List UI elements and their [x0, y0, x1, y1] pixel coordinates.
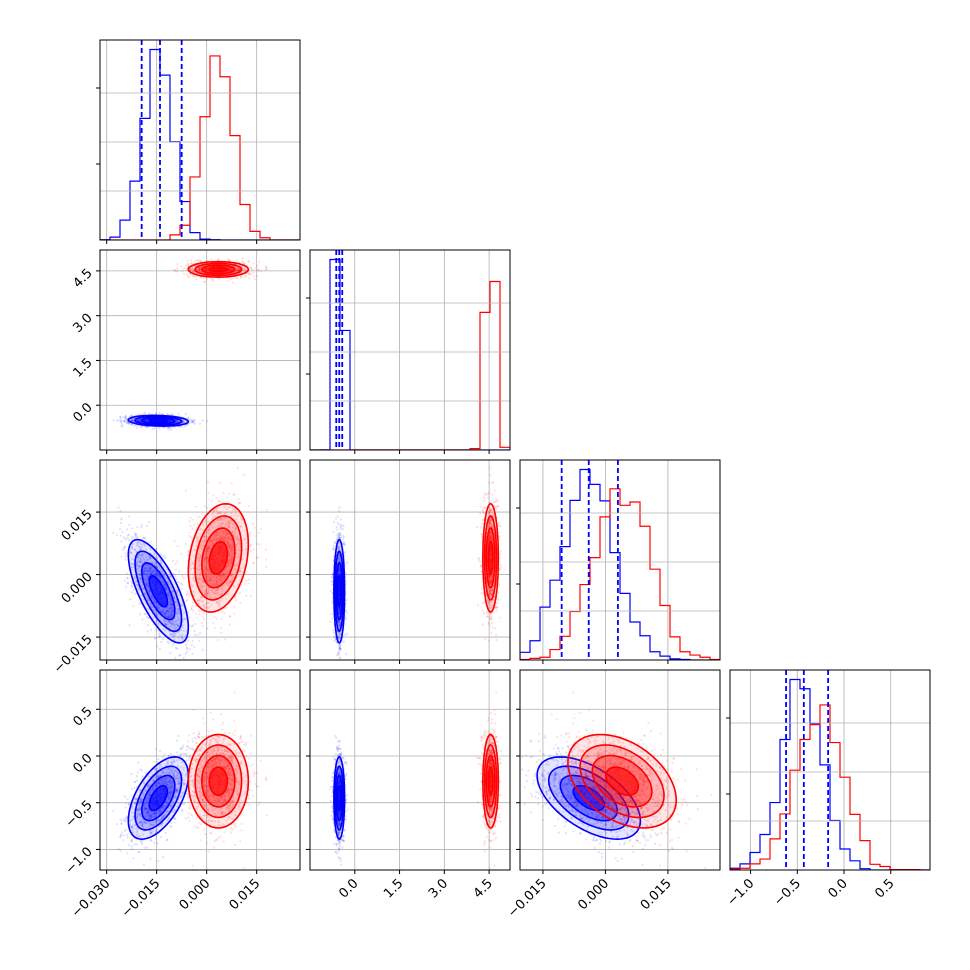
panel-frame [309, 459, 511, 661]
histogram-blue-1 [310, 258, 510, 450]
contour-blue [336, 784, 342, 812]
x-tick-label: 4.5 [471, 876, 496, 901]
contour-red [487, 540, 494, 576]
panel-3-1: 0.0 1.5 3.0 4.5 [306, 669, 511, 901]
y-tick-label: 4.5 [70, 266, 95, 291]
panel-frame [309, 249, 511, 451]
panel-1-0: 0.0 1.5 3.0 4.5 [70, 249, 301, 454]
x-tick-label: 0.0 [826, 876, 851, 901]
histogram-red-1 [310, 280, 510, 450]
y-tick-label: 0.0 [70, 400, 95, 425]
x-tick-label: 0.015 [227, 876, 264, 913]
x-tick-label: 0.000 [177, 876, 214, 913]
y-tick-label: −1.0 [63, 844, 96, 877]
contour-blue [148, 575, 169, 608]
panel-3-2: −0.015 0.000 0.015 [505, 669, 721, 921]
panel-frame [99, 459, 301, 661]
contour-blue [336, 575, 342, 608]
x-tick-label: 0.015 [638, 876, 675, 913]
panel-frame [99, 39, 301, 241]
contour-red [604, 766, 640, 796]
x-tick-label: −0.5 [771, 876, 804, 909]
x-tick-label: −0.015 [119, 876, 164, 921]
histogram-red-2 [520, 488, 720, 660]
y-tick-label: 3.0 [70, 311, 95, 336]
x-tick-label: −1.0 [724, 876, 757, 909]
y-tick-label: 0.0 [70, 751, 95, 776]
panel-3-0: −1.0 −0.5 0.0 0.5 −0.030 −0.015 0.000 0.015 [63, 669, 301, 921]
histogram-red-0 [100, 55, 300, 240]
contour-red [208, 266, 229, 273]
x-tick-label: 1.5 [381, 876, 406, 901]
panel-hist-3: −1.0 −0.5 0.0 0.5 [724, 669, 931, 909]
panel-frame [99, 249, 301, 451]
contour-red [208, 766, 229, 796]
panel-frame [729, 669, 931, 871]
y-tick-label: −0.5 [63, 798, 96, 831]
panel-hist-0 [96, 39, 301, 244]
histogram-red-3 [730, 704, 930, 870]
panel-2-1 [306, 459, 511, 664]
panel-2-0: −0.015 0.000 0.015 [51, 459, 301, 677]
panel-frame [519, 669, 721, 871]
y-tick-label: 0.5 [70, 704, 95, 729]
histogram-blue-0 [100, 48, 300, 240]
x-tick-label: 3.0 [426, 876, 451, 901]
panel-hist-2 [516, 459, 721, 664]
x-tick-label: 0.5 [872, 876, 897, 901]
contour-red [208, 540, 229, 576]
histogram-blue-2 [520, 468, 720, 660]
x-tick-label: −0.015 [505, 876, 550, 921]
panel-frame [519, 459, 721, 661]
x-tick-label: 0.000 [575, 876, 612, 913]
y-tick-label: −0.015 [51, 632, 96, 677]
panel-frame [99, 669, 301, 871]
x-tick-label: −0.030 [69, 876, 114, 921]
contour-blue [148, 784, 169, 812]
panel-frame [309, 669, 511, 871]
panel-hist-1 [306, 249, 511, 454]
y-tick-label: 0.015 [59, 507, 96, 544]
y-tick-label: 1.5 [70, 355, 95, 380]
y-tick-label: 0.000 [59, 570, 96, 607]
x-tick-label: 0.0 [336, 876, 361, 901]
contour-red [487, 766, 494, 796]
contour-blue [148, 418, 169, 424]
